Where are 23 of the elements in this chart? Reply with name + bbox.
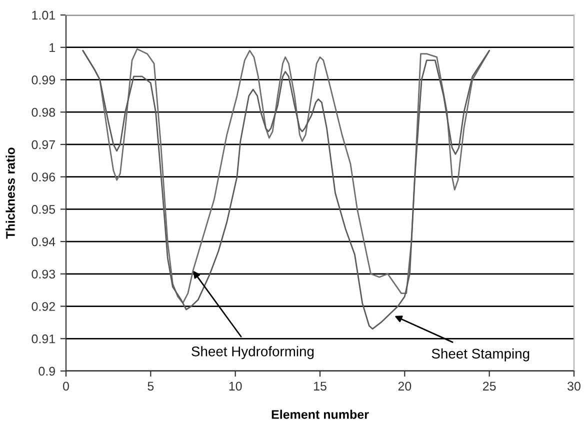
y-tick-label: 0.91 [32,334,55,344]
x-axis-title: Element number [272,410,369,419]
y-tick-label: 0.95 [32,204,56,214]
y-tick-label: 0.94 [32,237,56,246]
x-tick-label: 5 [148,382,154,391]
x-tick-label: 20 [398,382,412,391]
y-tick-label: 0.9 [38,366,55,376]
x-tick-label: 25 [483,382,496,391]
annotation: Sheet Hydroforming [192,346,314,360]
y-tick-label: 0.99 [32,76,55,84]
x-tick-label: 15 [314,382,326,391]
y-tick-label: 0.93 [32,270,56,279]
y-tick-label: 1 [50,43,55,52]
y-tick-label: 0.98 [32,108,56,117]
y-tick-label: 1.01 [32,10,55,20]
x-tick-label: 0 [63,382,69,391]
x-tick-label: 10 [229,382,242,391]
y-tick-label: 0.97 [32,140,55,150]
annotation: Sheet Stamping [432,348,530,362]
y-tick-label: 0.96 [32,172,56,182]
y-tick-label: 0.92 [32,302,55,311]
y-axis-title: Thickness ratio [6,148,15,239]
x-tick-label: 30 [568,382,580,391]
